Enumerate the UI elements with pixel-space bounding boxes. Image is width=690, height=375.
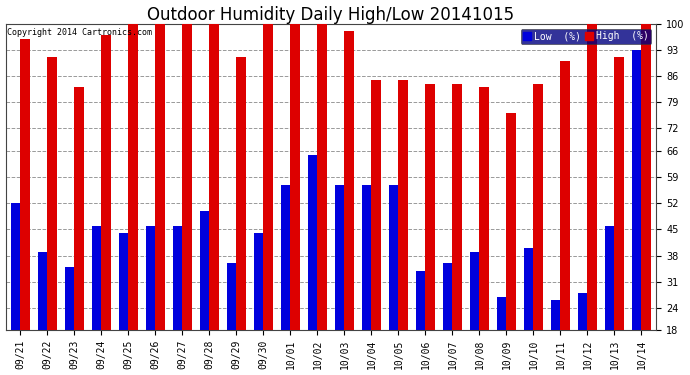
Bar (11, 203, 21, 330)
Bar (237, 57, 246, 330)
Bar (173, 226, 182, 330)
Bar (398, 80, 408, 330)
Bar (416, 270, 426, 330)
Bar (524, 248, 533, 330)
Bar (48, 57, 57, 330)
Bar (254, 233, 264, 330)
Bar (632, 50, 642, 330)
Legend: Low  (%), High  (%): Low (%), High (%) (520, 28, 651, 44)
Bar (551, 300, 560, 330)
Bar (533, 84, 543, 330)
Bar (389, 184, 398, 330)
Bar (443, 263, 453, 330)
Bar (155, 24, 165, 330)
Bar (578, 293, 587, 330)
Bar (426, 84, 435, 330)
Bar (21, 39, 30, 330)
Bar (264, 24, 273, 330)
Bar (317, 24, 327, 330)
Bar (75, 87, 84, 330)
Bar (506, 114, 516, 330)
Bar (371, 80, 381, 330)
Bar (290, 24, 300, 330)
Bar (587, 24, 597, 330)
Bar (182, 24, 192, 330)
Bar (308, 154, 317, 330)
Bar (344, 31, 354, 330)
Bar (101, 35, 111, 330)
Text: Copyright 2014 Cartronics.com: Copyright 2014 Cartronics.com (7, 28, 152, 38)
Bar (227, 263, 237, 330)
Bar (470, 252, 480, 330)
Bar (65, 267, 75, 330)
Bar (119, 233, 128, 330)
Bar (92, 226, 101, 330)
Bar (200, 211, 210, 330)
Bar (560, 61, 570, 330)
Bar (605, 226, 615, 330)
Bar (453, 84, 462, 330)
Bar (128, 24, 138, 330)
Bar (642, 24, 651, 330)
Bar (497, 297, 506, 330)
Title: Outdoor Humidity Daily High/Low 20141015: Outdoor Humidity Daily High/Low 20141015 (148, 6, 515, 24)
Bar (38, 252, 48, 330)
Bar (480, 87, 489, 330)
Bar (615, 57, 624, 330)
Bar (281, 184, 290, 330)
Bar (335, 184, 344, 330)
Bar (146, 226, 155, 330)
Bar (210, 24, 219, 330)
Bar (362, 184, 371, 330)
